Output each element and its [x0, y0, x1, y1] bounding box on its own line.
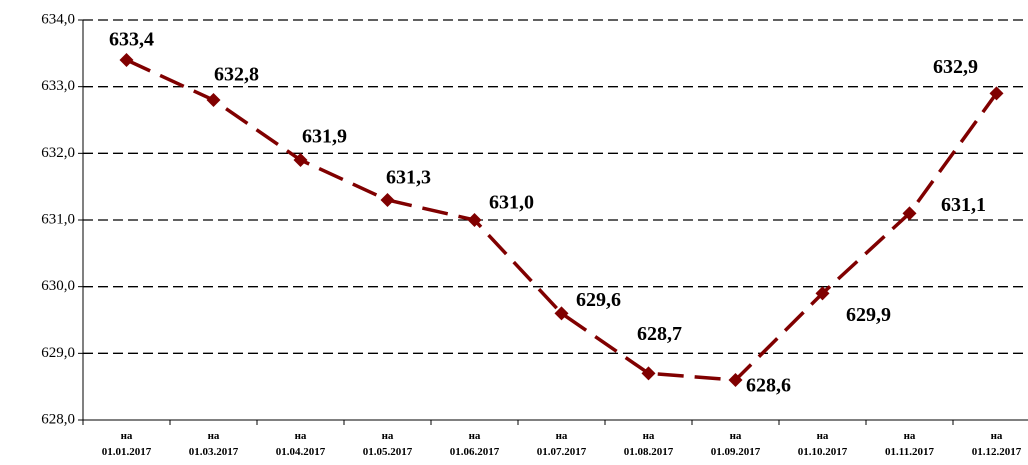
data-label: 629,9 — [846, 304, 891, 326]
marker — [902, 206, 917, 221]
x-tick-label: на 01.01.2017 — [101, 430, 152, 458]
data-label: 629,6 — [576, 289, 621, 311]
x-tick-label: на 01.11.2017 — [885, 430, 934, 458]
y-tick-label: 632,0 — [41, 145, 75, 161]
data-label: 632,8 — [214, 64, 259, 86]
marker — [641, 366, 656, 381]
x-tick-label: на 01.08.2017 — [623, 430, 674, 458]
marker — [467, 213, 482, 227]
marker — [206, 93, 221, 107]
x-tick-label: на 01.10.2017 — [797, 430, 848, 458]
data-label: 631,0 — [489, 192, 534, 214]
data-label: 628,6 — [746, 375, 791, 397]
marker — [119, 53, 134, 67]
marker — [554, 306, 569, 321]
y-tick-label: 634,0 — [41, 11, 75, 27]
x-tick-label: на 01.07.2017 — [536, 430, 587, 458]
marker — [989, 86, 1004, 101]
marker — [728, 373, 743, 387]
marker — [815, 286, 830, 301]
x-tick-label: на 01.03.2017 — [188, 430, 239, 458]
data-label: 632,9 — [933, 56, 978, 78]
y-tick-label: 628,0 — [41, 411, 75, 427]
marker — [293, 153, 308, 167]
x-tick-label: на 01.06.2017 — [449, 430, 500, 458]
data-label: 631,3 — [386, 167, 431, 189]
x-tick-label: на 01.04.2017 — [275, 430, 326, 458]
y-tick-label: 629,0 — [41, 345, 75, 361]
marker — [380, 193, 395, 207]
x-tick-label: на 01.05.2017 — [362, 430, 413, 458]
data-label: 628,7 — [637, 323, 682, 345]
x-tick-label: на 01.12.2017 — [971, 430, 1022, 458]
data-label: 631,9 — [302, 126, 347, 148]
y-tick-label: 630,0 — [41, 278, 75, 294]
data-label: 631,1 — [941, 194, 986, 216]
x-tick-label: на 01.09.2017 — [710, 430, 761, 458]
data-label: 633,4 — [109, 29, 154, 51]
y-tick-label: 633,0 — [41, 78, 75, 94]
y-tick-label: 631,0 — [41, 211, 75, 227]
line — [125, 58, 998, 382]
